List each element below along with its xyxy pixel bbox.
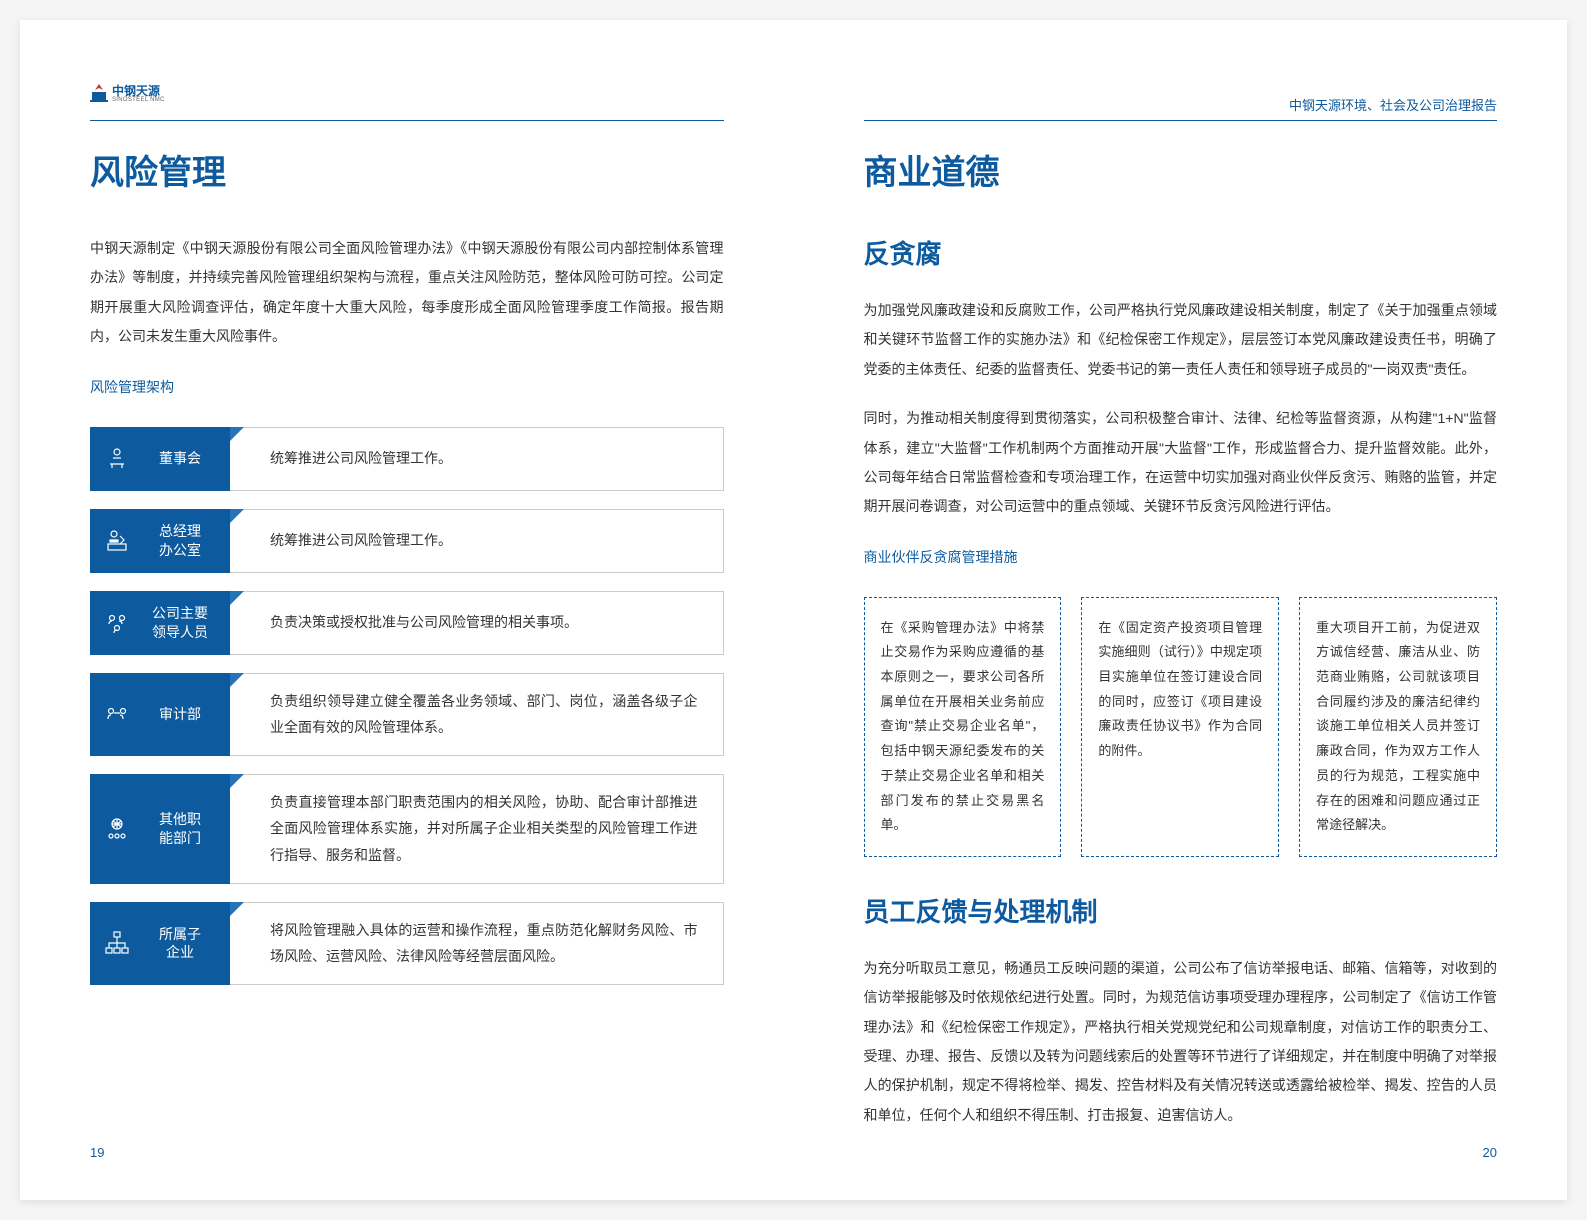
measure-box-3: 重大项目开工前，为促进双方诚信经营、廉洁从业、防范商业贿赂，公司就该项目合同履约… xyxy=(1299,597,1497,857)
structure-name: 公司主要领导人员 xyxy=(142,604,218,640)
structure-row: 董事会 统筹推进公司风险管理工作。 xyxy=(90,427,724,491)
left-title: 风险管理 xyxy=(90,145,724,194)
header-right-text: 中钢天源环境、社会及公司治理报告 xyxy=(1289,95,1497,114)
section1-p1: 为加强党风廉政建设和反腐败工作，公司严格执行党风廉政建设相关制度，制定了《关于加… xyxy=(864,296,1498,384)
structure-desc: 统筹推进公司风险管理工作。 xyxy=(230,427,724,491)
structure-label: 其他职能部门 xyxy=(90,774,230,884)
logo-icon xyxy=(90,82,108,106)
structure-row: 总经理办公室 统筹推进公司风险管理工作。 xyxy=(90,509,724,573)
structure-icon xyxy=(102,699,132,729)
structure-label: 公司主要领导人员 xyxy=(90,591,230,655)
structure-name: 总经理办公室 xyxy=(142,522,218,558)
structure-label: 总经理办公室 xyxy=(90,509,230,573)
structure-name: 董事会 xyxy=(142,449,218,467)
structure-desc: 负责组织领导建立健全覆盖各业务领域、部门、岗位，涵盖各级子企业全面有效的风险管理… xyxy=(230,673,724,756)
left-content: 风险管理 中钢天源制定《中钢天源股份有限公司全面风险管理办法》《中钢天源股份有限… xyxy=(90,145,724,985)
structure-icon xyxy=(102,928,132,958)
logo-cn: 中钢天源 xyxy=(112,85,165,97)
structure-rows: 董事会 统筹推进公司风险管理工作。 总经理办公室 统筹推进公司风险管理工作。 公… xyxy=(90,427,724,985)
structure-desc: 负责决策或授权批准与公司风险管理的相关事项。 xyxy=(230,591,724,655)
page-left: 中钢天源 SINOSTEEL NMC 风险管理 中钢天源制定《中钢天源股份有限公… xyxy=(20,20,794,1200)
structure-icon xyxy=(102,814,132,844)
section2-p1: 为充分听取员工意见，畅通员工反映问题的渠道，公司公布了信访举报电话、邮箱、信箱等… xyxy=(864,954,1498,1130)
logo-en: SINOSTEEL NMC xyxy=(112,97,165,103)
measures-row: 在《采购管理办法》中将禁止交易作为采购应遵循的基本原则之一，要求公司各所属单位在… xyxy=(864,597,1498,857)
structure-label: 所属子企业 xyxy=(90,902,230,985)
structure-row: 公司主要领导人员 负责决策或授权批准与公司风险管理的相关事项。 xyxy=(90,591,724,655)
measure-box-2: 在《固定资产投资项目管理实施细则（试行）》中规定项目实施单位在签订建设合同的同时… xyxy=(1081,597,1279,857)
structure-desc: 统筹推进公司风险管理工作。 xyxy=(230,509,724,573)
section1-p2: 同时，为推动相关制度得到贯彻落实，公司积极整合审计、法律、纪检等监督资源，从构建… xyxy=(864,404,1498,522)
structure-name: 所属子企业 xyxy=(142,925,218,961)
structure-desc: 将风险管理融入具体的运营和操作流程，重点防范化解财务风险、市场风险、运营风险、法… xyxy=(230,902,724,985)
page-right: 中钢天源环境、社会及公司治理报告 商业道德 反贪腐 为加强党风廉政建设和反腐败工… xyxy=(794,20,1568,1200)
structure-label: 审计部 xyxy=(90,673,230,756)
section1-subtitle: 商业伙伴反贪腐管理措施 xyxy=(864,547,1498,567)
section1-heading: 反贪腐 xyxy=(864,234,1498,271)
section2-heading: 员工反馈与处理机制 xyxy=(864,892,1498,929)
logo-text: 中钢天源 SINOSTEEL NMC xyxy=(112,85,165,103)
structure-icon xyxy=(102,526,132,556)
page-number-left: 19 xyxy=(90,1145,104,1160)
header-divider xyxy=(90,120,724,121)
page-container: 中钢天源 SINOSTEEL NMC 风险管理 中钢天源制定《中钢天源股份有限公… xyxy=(20,20,1567,1200)
left-subtitle: 风险管理架构 xyxy=(90,377,724,397)
left-intro: 中钢天源制定《中钢天源股份有限公司全面风险管理办法》《中钢天源股份有限公司内部控… xyxy=(90,234,724,352)
right-title: 商业道德 xyxy=(864,145,1498,194)
structure-row: 其他职能部门 负责直接管理本部门职责范围内的相关风险，协助、配合审计部推进全面风… xyxy=(90,774,724,884)
structure-icon xyxy=(102,608,132,638)
header-divider-right xyxy=(864,120,1498,121)
structure-name: 审计部 xyxy=(142,705,218,723)
structure-desc: 负责直接管理本部门职责范围内的相关风险，协助、配合审计部推进全面风险管理体系实施… xyxy=(230,774,724,884)
company-logo: 中钢天源 SINOSTEEL NMC xyxy=(90,82,165,106)
measure-box-1: 在《采购管理办法》中将禁止交易作为采购应遵循的基本原则之一，要求公司各所属单位在… xyxy=(864,597,1062,857)
structure-row: 所属子企业 将风险管理融入具体的运营和操作流程，重点防范化解财务风险、市场风险、… xyxy=(90,902,724,985)
page-number-right: 20 xyxy=(1483,1145,1497,1160)
structure-icon xyxy=(102,444,132,474)
structure-label: 董事会 xyxy=(90,427,230,491)
right-content: 商业道德 反贪腐 为加强党风廉政建设和反腐败工作，公司严格执行党风廉政建设相关制… xyxy=(864,145,1498,1130)
structure-name: 其他职能部门 xyxy=(142,810,218,846)
structure-row: 审计部 负责组织领导建立健全覆盖各业务领域、部门、岗位，涵盖各级子企业全面有效的… xyxy=(90,673,724,756)
